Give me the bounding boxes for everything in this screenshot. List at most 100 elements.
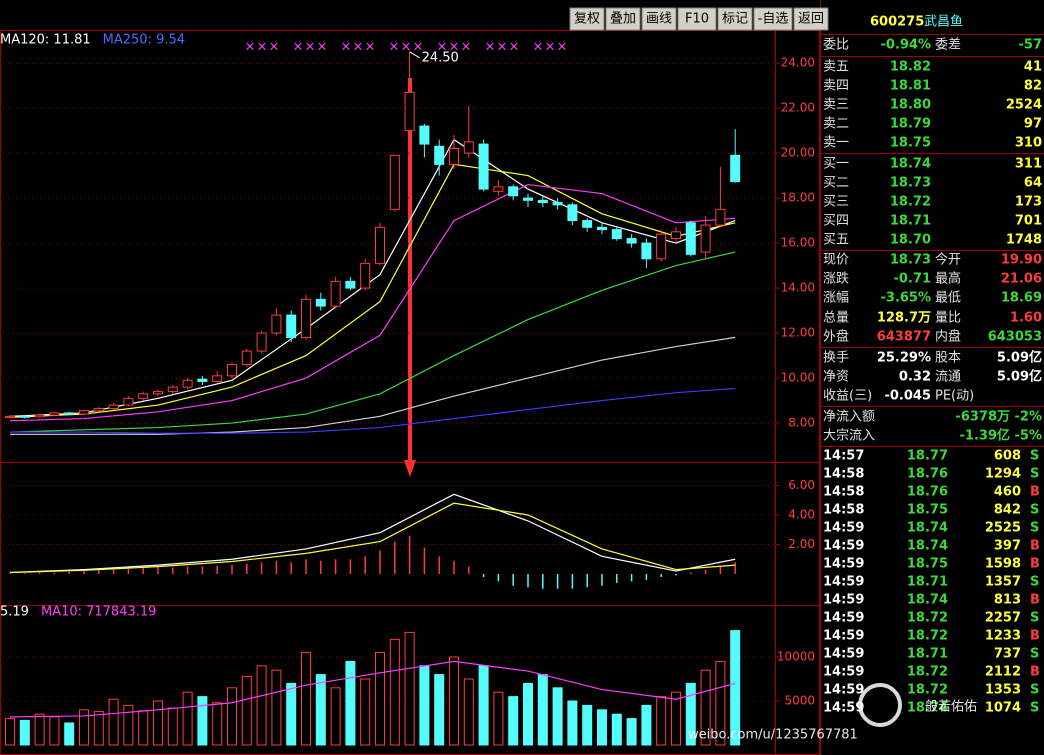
quote-value: -0.71 [894,272,931,287]
trade-side: S [1030,701,1039,716]
trade-volume: 1074 [985,701,1021,716]
indicator-line [9,183,736,422]
book-price: 18.82 [890,60,931,75]
book-label: 买一 [823,157,849,172]
candle-body [345,280,356,289]
book-price: 18.74 [890,157,931,172]
candle-body [404,91,415,132]
volume-bar [138,710,149,746]
trade-volume: 813 [994,593,1021,608]
trade-price: 18.72 [907,629,948,644]
volume-bar [227,687,237,746]
marker: × [461,40,472,55]
toolbar-button-label[interactable]: 复权 [574,11,600,27]
toolbar-button-label[interactable]: 叠加 [610,12,636,27]
candle-body [567,204,578,222]
book-price: 18.72 [890,195,931,210]
indicator-line [9,163,736,419]
toolbar-button-label[interactable]: 标记 [722,12,748,27]
book-volume: 41 [1024,60,1042,75]
candle-body [153,391,163,395]
indicator-line [9,251,736,433]
toolbar-button-label[interactable]: 返回 [798,12,824,27]
book-volume: 64 [1024,176,1042,191]
volume-bar [404,631,415,746]
trade-time: 14:59 [823,521,864,536]
candle-body [641,242,652,260]
volume-bar [567,700,578,746]
toolbar-button-label[interactable]: 画线 [646,12,672,27]
quote-label: 涨幅 [823,291,849,306]
legend-entry: MA10: 717843.19 [41,605,156,620]
volume-bar [197,696,208,746]
trade-volume: 1294 [985,467,1021,482]
book-price: 18.73 [890,176,931,191]
toolbar-button[interactable] [717,7,753,31]
trade-time: 14:59 [823,701,864,716]
trade-side: S [1030,683,1039,698]
toolbar-button[interactable] [605,7,641,31]
book-price: 18.81 [890,79,931,94]
trade-time: 14:59 [823,575,864,590]
trade-price: 18.72 [907,611,948,626]
toolbar-button[interactable] [641,7,677,31]
trade-price: 18.76 [907,467,948,482]
weibo-logo [858,683,902,727]
quote-label: 总量 [823,311,849,326]
quote-label: 委差 [935,38,961,53]
candle-body [493,186,504,192]
toolbar-button[interactable] [569,7,605,31]
book-label: 买二 [823,176,849,191]
trade-side: B [1030,665,1040,680]
book-volume: 310 [1015,136,1042,151]
volume-bar [64,722,75,746]
candle-body [685,222,696,255]
y-tick-label: 4.00 [788,507,815,521]
quote-value: 0.32 [899,370,931,385]
quote-value: 25.29% [877,351,931,366]
marker: × [293,40,304,55]
toolbar-button[interactable] [793,7,829,31]
trade-time: 14:59 [823,629,864,644]
book-volume: 2524 [1006,98,1042,113]
quote-value: 19.90 [1001,253,1042,268]
quote-label: 委比 [823,38,849,53]
trade-volume: 737 [994,647,1021,662]
toolbar-button[interactable] [753,7,793,31]
candle-body [700,224,711,253]
volume-bar [5,718,15,746]
trade-price: 18.76 [907,485,948,500]
trade-time: 14:59 [823,539,864,554]
quote-label: 内盘 [935,329,961,345]
y-tick-label: 8.00 [788,416,815,430]
trade-time: 14:59 [823,647,864,662]
volume-bar [167,707,178,746]
candle-body [715,208,726,226]
book-price: 18.80 [890,98,931,113]
candle-body [552,202,563,206]
quote-label: 量比 [935,311,961,326]
volume-bar [93,711,104,746]
candle-body [241,350,252,366]
trade-side: B [1030,629,1040,644]
volume-bar [730,630,741,746]
candle-body [597,226,607,231]
volume-bar [301,652,311,746]
candle-body [375,226,385,264]
trade-time: 14:59 [823,557,864,572]
trade-price: 18.75 [907,557,948,572]
volume-bar [389,638,400,746]
marker: × [449,40,460,55]
candle-body [108,404,119,409]
marker: × [497,40,508,55]
candle-body [360,262,371,289]
toolbar-button-label[interactable]: -自选 [758,12,789,27]
trade-price: 18.74 [907,701,948,716]
trade-volume: 460 [994,485,1021,500]
volume-bar [700,669,711,746]
toolbar-button[interactable] [677,7,717,31]
toolbar-button-label[interactable]: F10 [685,12,709,27]
marker: × [341,40,352,55]
candle-body [508,186,519,197]
